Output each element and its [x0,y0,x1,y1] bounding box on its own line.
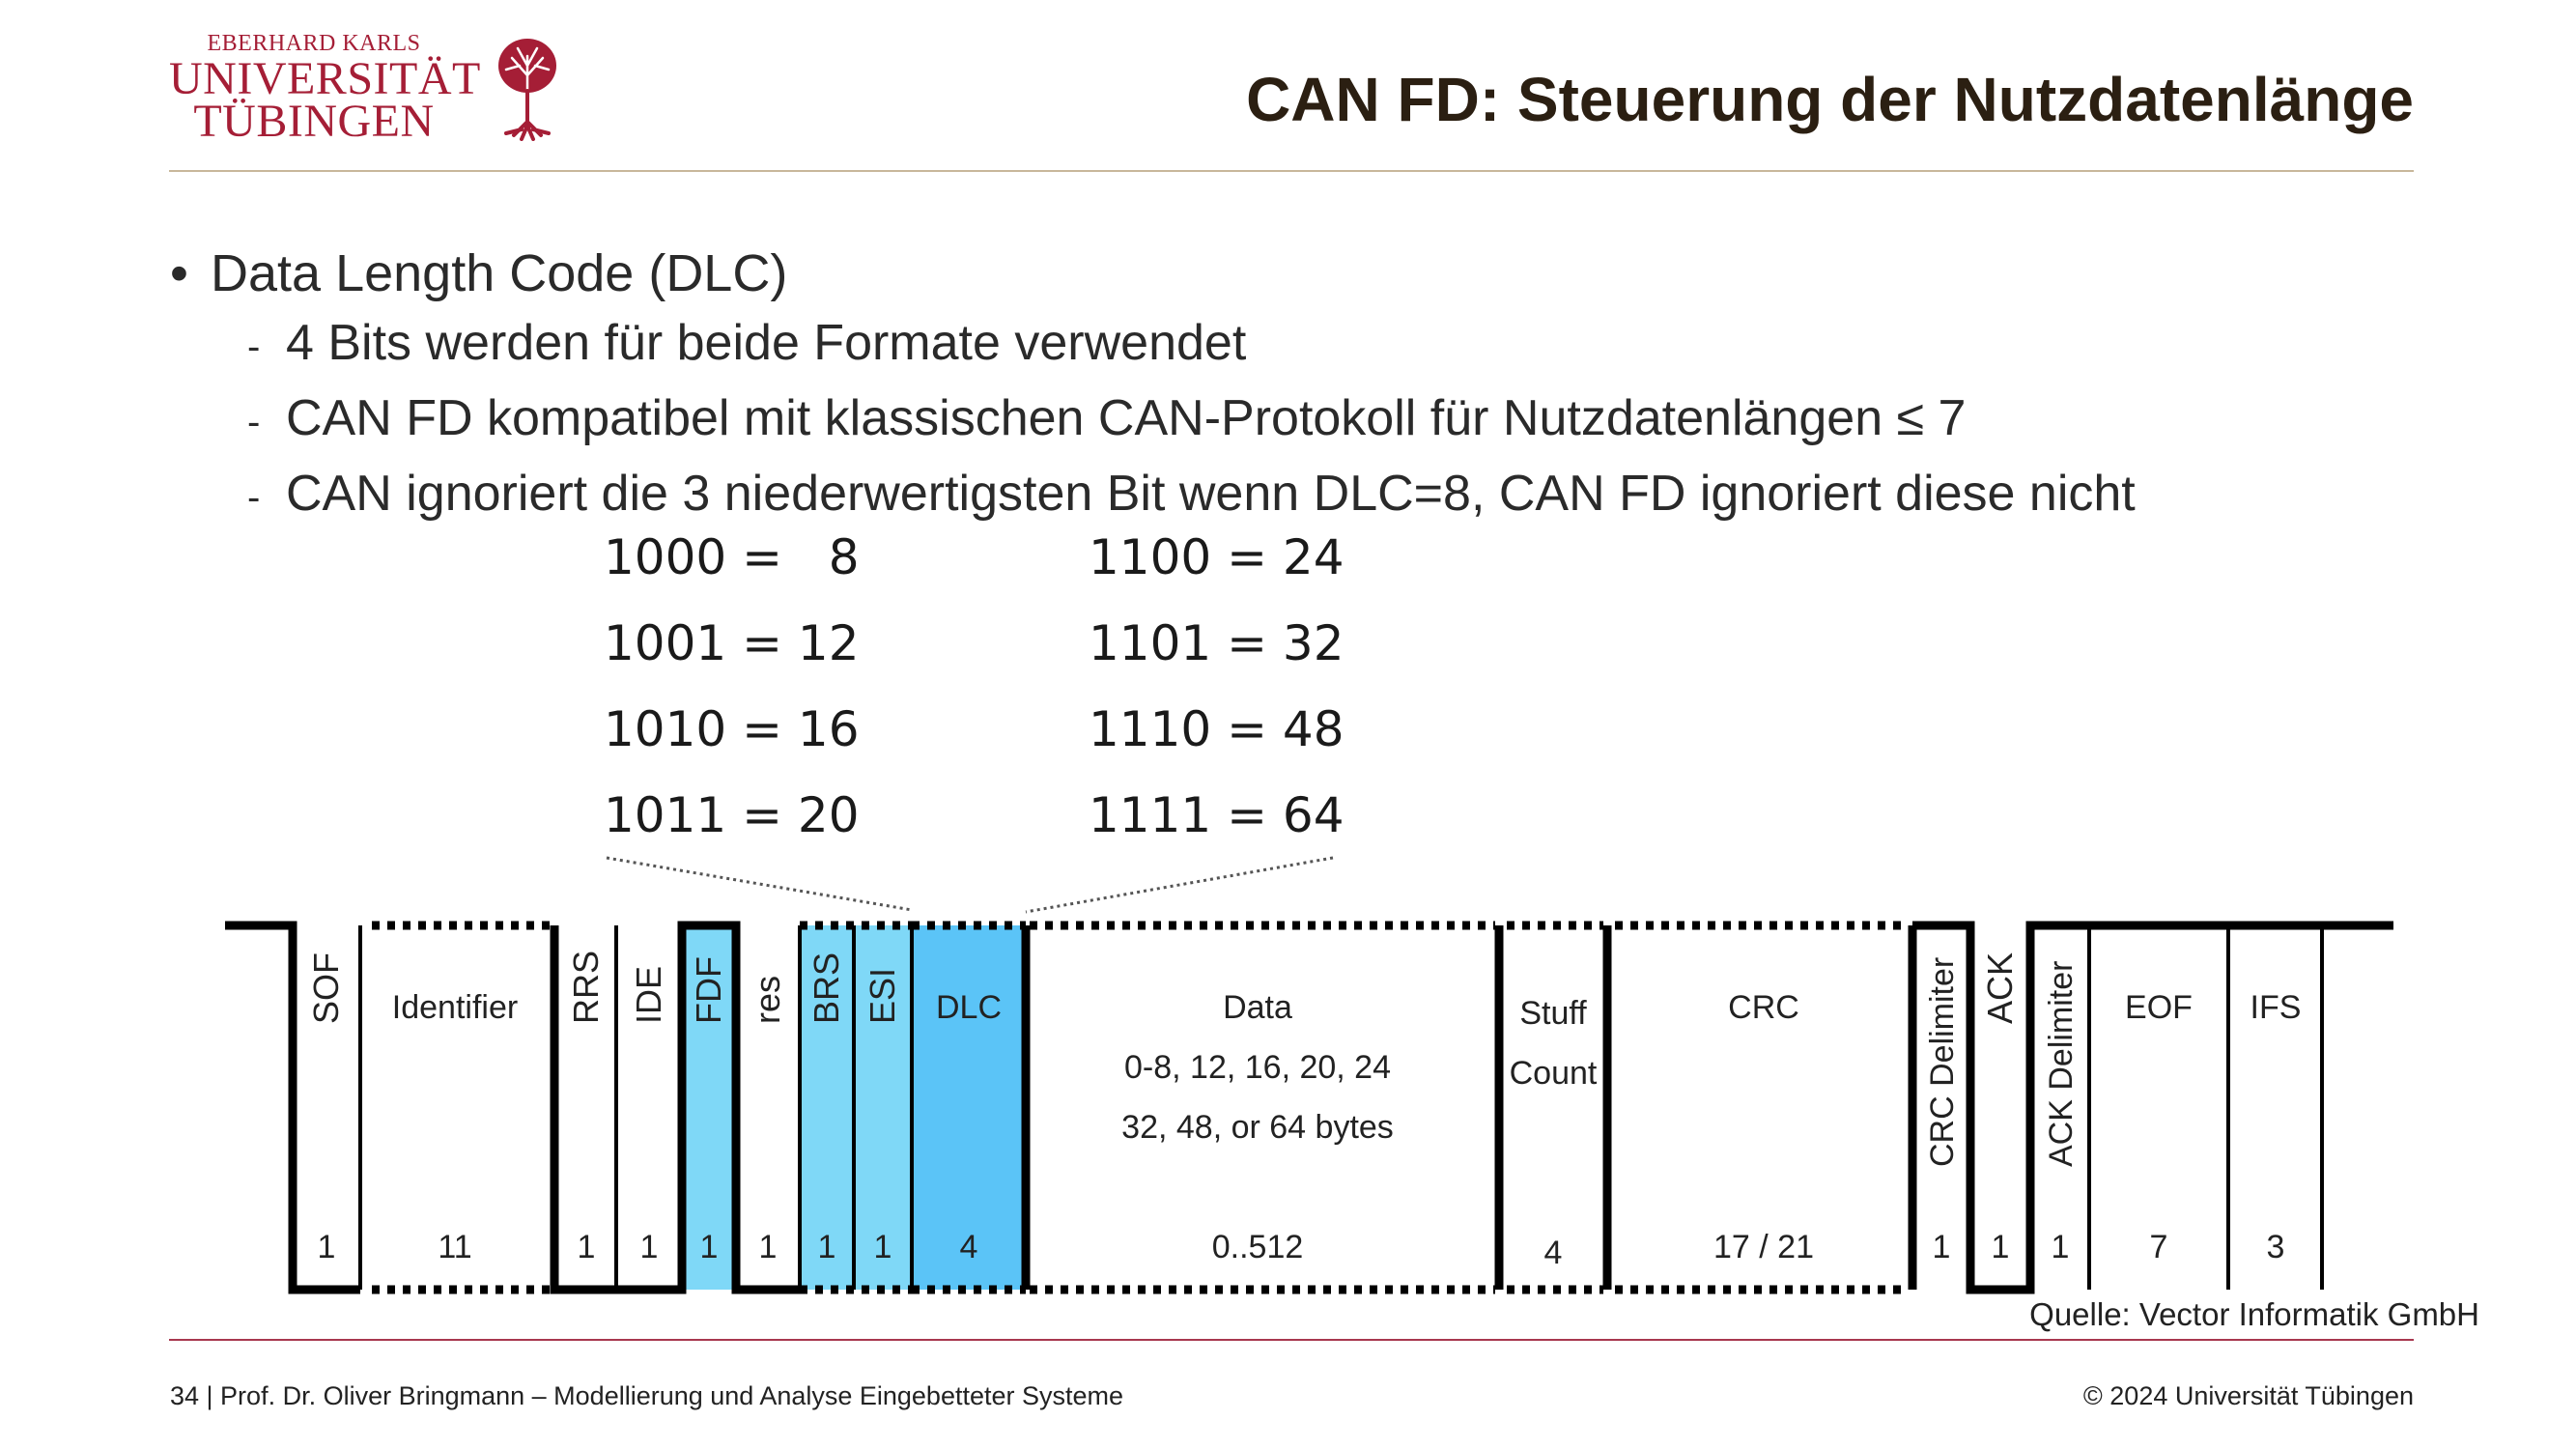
code-entry: 1011 = 20 [604,787,860,843]
field-bits-crc-delimiter: 1 [1933,1229,1951,1265]
field-bits-identifier: 11 [438,1229,471,1265]
footer-left: 34 | Prof. Dr. Oliver Bringmann – Modell… [170,1381,1124,1410]
field-label-fdf: FDF [689,956,728,1024]
sub-bullet-1-text: 4 Bits werden für beide Formate verwende… [286,315,1247,371]
field-label-data: Data [1223,989,1292,1026]
field-label-brs: BRS [807,952,846,1024]
sub-bullet-3: - CAN ignoriert die 3 niederwertigsten Bi… [170,458,2136,533]
bullet-main: • Data Length Code (DLC) [170,240,2136,307]
sub-bullet-dash: - [247,476,261,519]
field-bits-brs: 1 [818,1229,836,1265]
field-label-ack-delimiter: ACK Delimiter [2043,961,2080,1167]
field-bits-stuff: 4 [1544,1235,1563,1271]
bullet-list: • Data Length Code (DLC) -4 Bits werden f… [170,240,2136,533]
zoom-line-left [606,856,913,912]
field-bits-ifs: 3 [2267,1229,2285,1265]
sub-bullet-2: - CAN FD kompatibel mit klassischen CAN-P… [170,383,2136,458]
field-bits-sof: 1 [318,1229,336,1265]
tree-icon [498,39,556,141]
code-entry: 1110 = 48 [1089,701,1345,757]
logo-line-3: TÜBINGEN [193,96,435,147]
code-entry: 1000 = 8 [604,529,860,585]
field-bits-eof: 7 [2150,1229,2168,1265]
sub-bullet-dash: - [247,326,261,368]
field-label-dlc: DLC [936,989,1002,1026]
code-entry: 1010 = 16 [604,701,860,757]
field-label-ide: IDE [629,966,668,1024]
university-logo: EBERHARD KARLS UNIVERSITÄT TÜBINGEN [169,29,575,150]
field-label-sof: SOF [306,952,346,1024]
field-label-crc-delimiter: CRC Delimiter [1924,957,1961,1167]
logo-line-1: EBERHARD KARLS [207,31,421,56]
page-title: CAN FD: Steuerung der Nutzdatenlänge [1246,65,2414,134]
field-label-stuff: Stuff [1519,995,1587,1032]
field-label-crc: CRC [1728,989,1799,1026]
field-bits-ack: 1 [1992,1229,2010,1265]
bullet-main-text: Data Length Code (DLC) [211,244,788,302]
field-label-identifier: Identifier [392,989,518,1026]
data-size-line-1: 0-8, 12, 16, 20, 24 [1124,1049,1391,1086]
sub-bullet-1: -4 Bits werden für beide Formate verwend… [170,307,2136,383]
data-size-line-2: 32, 48, or 64 bytes [1121,1109,1394,1146]
field-bits-data: 0..512 [1212,1229,1304,1265]
fdf-field-fill [682,925,736,1290]
field-bits-rrs: 1 [578,1229,596,1265]
field-bits-ack-delimiter: 1 [2052,1229,2070,1265]
bullet-dot: • [170,244,188,302]
zoom-line-right [1025,856,1334,914]
sub-bullet-dash: - [247,401,261,443]
field-bits-dlc: 4 [960,1229,978,1265]
code-entry: 1111 = 64 [1089,787,1345,843]
frame-waveform [225,921,2393,1294]
field-label-ifs: IFS [2250,989,2302,1026]
header-divider [169,170,2414,172]
sub-bullet-2-text: CAN FD kompatibel mit klassischen CAN-Pr… [286,390,1967,446]
footer-right: © 2024 Universität Tübingen [2082,1381,2414,1410]
field-bits-ide: 1 [640,1229,659,1265]
dlc-field-fill [912,925,1026,1290]
field-bits-res: 1 [759,1229,778,1265]
code-entry: 1100 = 24 [1089,529,1345,585]
logo-wordmark: EBERHARD KARLS UNIVERSITÄT TÜBINGEN [169,29,481,147]
field-label-count: Count [1510,1055,1598,1092]
field-label-esi: ESI [863,968,902,1024]
logo-line-2: UNIVERSITÄT [169,53,481,104]
source-citation: Quelle: Vector Informatik GmbH [2029,1296,2479,1332]
code-entry: 1101 = 32 [1089,615,1345,671]
footer-divider [169,1339,2414,1341]
field-bits-crc: 17 / 21 [1713,1229,1814,1265]
field-label-ack: ACK [1980,952,2020,1024]
frame-field-labels: SOF1Identifier11RRS1IDE1FDF1res1BRS1ESI1… [306,951,2301,1271]
brs-field-fill [800,925,854,1290]
field-bits-esi: 1 [874,1229,892,1265]
sub-bullet-3-text: CAN ignoriert die 3 niederwertigsten Bit… [286,466,2136,522]
field-bits-fdf: 1 [700,1229,719,1265]
field-label-eof: EOF [2125,989,2193,1026]
code-entry: 1001 = 12 [604,615,860,671]
esi-field-fill [854,925,912,1290]
field-label-res: res [748,976,787,1024]
field-label-rrs: RRS [566,951,606,1024]
